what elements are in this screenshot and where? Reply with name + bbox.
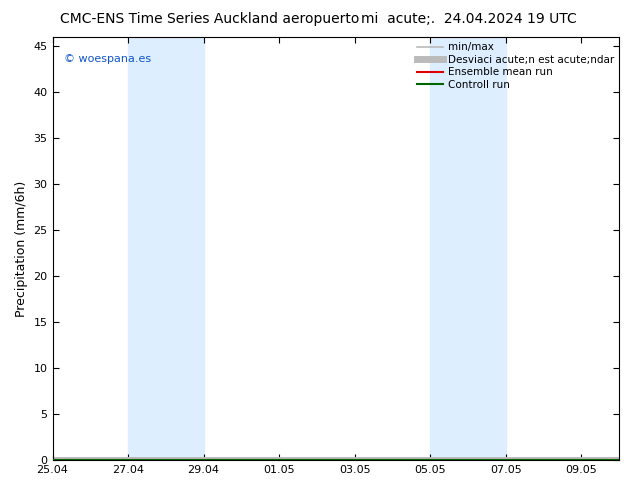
- Legend: min/max, Desviaci acute;n est acute;ndar, Ensemble mean run, Controll run: min/max, Desviaci acute;n est acute;ndar…: [417, 42, 614, 90]
- Text: mi  acute;.  24.04.2024 19 UTC: mi acute;. 24.04.2024 19 UTC: [361, 12, 577, 26]
- Y-axis label: Precipitation (mm/6h): Precipitation (mm/6h): [15, 180, 28, 317]
- Bar: [128, 37, 204, 460]
- Bar: [430, 37, 506, 460]
- Text: CMC-ENS Time Series Auckland aeropuerto: CMC-ENS Time Series Auckland aeropuerto: [60, 12, 359, 26]
- Text: © woespana.es: © woespana.es: [64, 54, 151, 64]
